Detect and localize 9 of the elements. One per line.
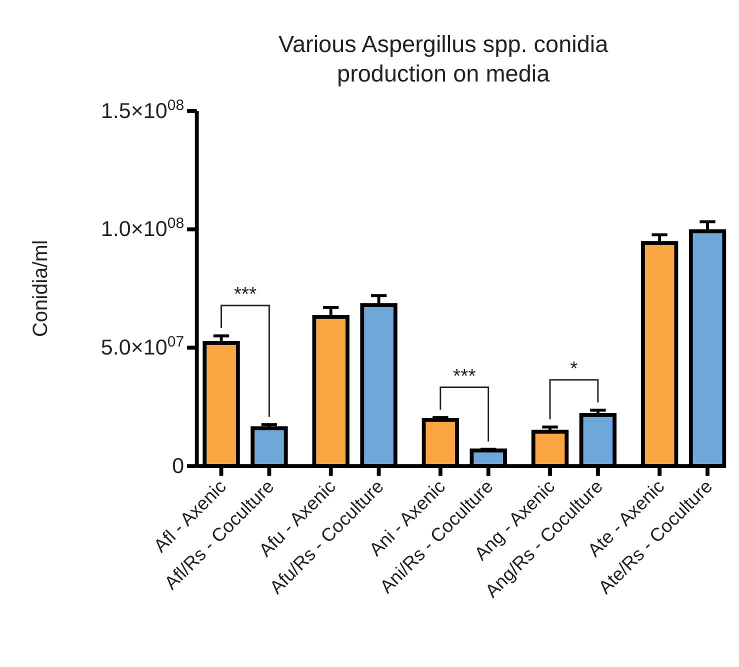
- y-tick-label: 1.5×10$^{08}$: [100, 96, 184, 123]
- annotation: ***: [452, 365, 476, 388]
- y-tick-label: 1.0×10$^{08}$: [100, 214, 184, 242]
- y-axis-title: Conidia/ml: [29, 240, 52, 338]
- chart-title: Various Aspergillus spp. conidia production on media: [278, 31, 610, 87]
- annotation: *: [570, 358, 578, 380]
- y-tick-label: 0: [172, 454, 184, 478]
- y-tick-label: 5.0×10$^{07}$: [100, 333, 184, 360]
- annotation: ***: [234, 284, 258, 306]
